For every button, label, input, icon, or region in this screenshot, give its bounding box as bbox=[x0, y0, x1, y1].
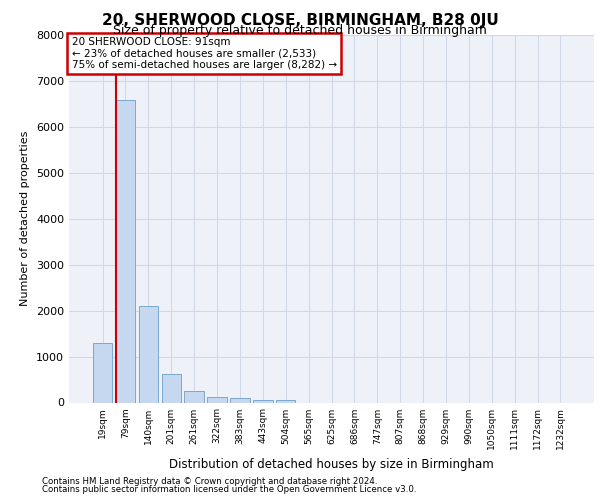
Bar bbox=[93, 343, 112, 402]
Text: Contains public sector information licensed under the Open Government Licence v3: Contains public sector information licen… bbox=[42, 484, 416, 494]
Text: 20, SHERWOOD CLOSE, BIRMINGHAM, B28 0JU: 20, SHERWOOD CLOSE, BIRMINGHAM, B28 0JU bbox=[101, 12, 499, 28]
Bar bbox=[253, 400, 272, 402]
Y-axis label: Number of detached properties: Number of detached properties bbox=[20, 131, 31, 306]
Bar bbox=[139, 306, 158, 402]
Bar bbox=[276, 400, 295, 402]
Text: 20 SHERWOOD CLOSE: 91sqm
← 23% of detached houses are smaller (2,533)
75% of sem: 20 SHERWOOD CLOSE: 91sqm ← 23% of detach… bbox=[71, 37, 337, 70]
Bar bbox=[184, 390, 204, 402]
Text: Size of property relative to detached houses in Birmingham: Size of property relative to detached ho… bbox=[113, 24, 487, 37]
Bar bbox=[116, 100, 135, 402]
Bar bbox=[161, 374, 181, 402]
Bar bbox=[208, 396, 227, 402]
Bar bbox=[230, 398, 250, 402]
X-axis label: Distribution of detached houses by size in Birmingham: Distribution of detached houses by size … bbox=[169, 458, 494, 471]
Text: Contains HM Land Registry data © Crown copyright and database right 2024.: Contains HM Land Registry data © Crown c… bbox=[42, 477, 377, 486]
